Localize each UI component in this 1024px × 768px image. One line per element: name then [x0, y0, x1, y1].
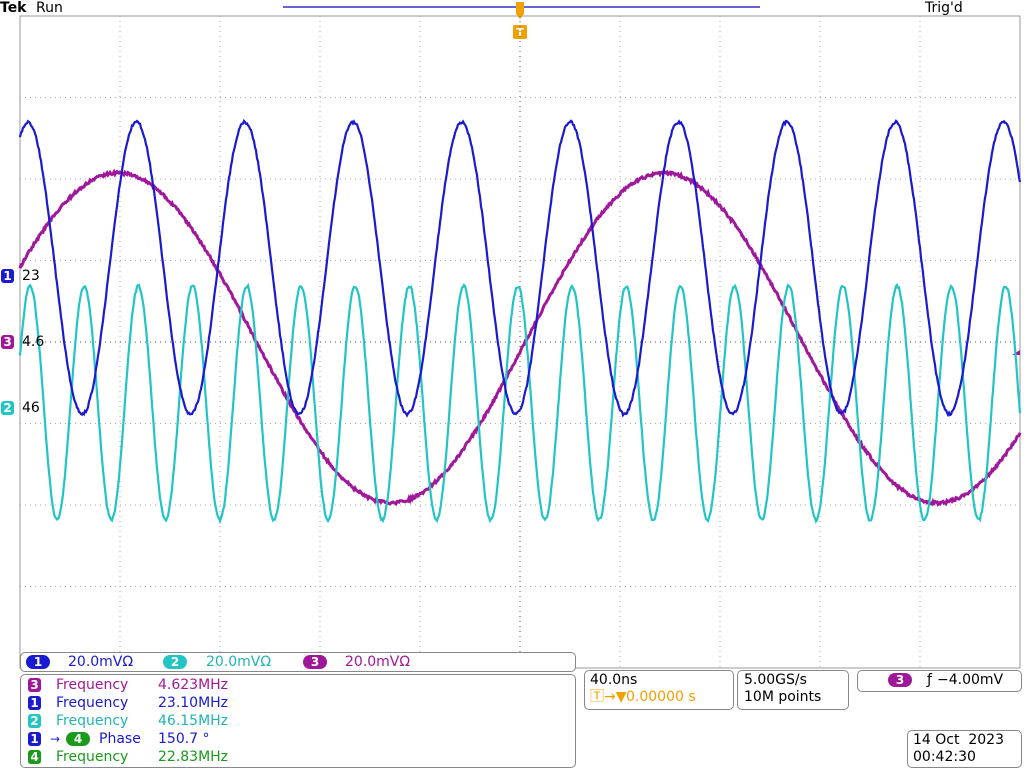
time: 00:42:30: [913, 748, 976, 766]
channel-scale: 20.0mVΩ: [68, 653, 133, 671]
measurement-channel[interactable]: 4: [28, 750, 41, 764]
measurement-channel[interactable]: 2: [28, 714, 41, 728]
measurement-name: Frequency: [56, 712, 128, 730]
measurement-value: 23.10MHz: [158, 694, 228, 712]
trigger-source[interactable]: 3: [888, 673, 912, 687]
measurement-name: Frequency: [56, 748, 128, 766]
timebase-scale: 40.0ns: [590, 671, 637, 689]
channel-badge[interactable]: 1: [26, 655, 50, 669]
measurement-channel[interactable]: 1: [28, 732, 41, 746]
measurement-channel[interactable]: 3: [28, 678, 41, 692]
brand: Tek: [0, 0, 27, 17]
phase-arrow: →: [50, 730, 60, 748]
record-length: 10M points: [744, 688, 821, 706]
measurement-name: Frequency: [56, 694, 128, 712]
sample-rate: 5.00GS/s: [744, 671, 807, 689]
channel-scale: 20.0mVΩ: [206, 653, 271, 671]
measurement-target[interactable]: 4: [66, 732, 90, 746]
measurement-name: Frequency: [56, 676, 128, 694]
measurement-value: 46.15MHz: [158, 712, 228, 730]
measurement-value: 22.83MHz: [158, 748, 228, 766]
trigger-status: Trig'd: [925, 0, 963, 17]
run-state: Run: [36, 0, 63, 17]
timebase-position: 0.00000 s: [626, 688, 696, 706]
trigger-level: −4.00mV: [937, 671, 1003, 689]
marker-label: 4.6: [22, 333, 44, 351]
marker-badge: 2: [1, 401, 14, 415]
marker-badge: 3: [1, 335, 14, 349]
marker-label: 46: [22, 399, 40, 417]
edge-icon: ƒ: [927, 671, 932, 689]
channel-scale: 20.0mVΩ: [345, 653, 410, 671]
measurement-value: 4.623MHz: [158, 676, 228, 694]
channel-badge[interactable]: 2: [163, 655, 187, 669]
channel-badge[interactable]: 3: [303, 655, 327, 669]
trigger-position-icon: 🅃→▼: [590, 688, 627, 706]
marker-label: 23: [22, 267, 40, 285]
marker-badge: 1: [1, 269, 14, 283]
measurement-channel[interactable]: 1: [28, 696, 41, 710]
trigger-t-text: T: [516, 26, 524, 39]
date: 14 Oct 2023: [913, 731, 1004, 749]
measurement-name: Phase: [99, 730, 141, 748]
measurement-value: 150.7 °: [158, 730, 210, 748]
